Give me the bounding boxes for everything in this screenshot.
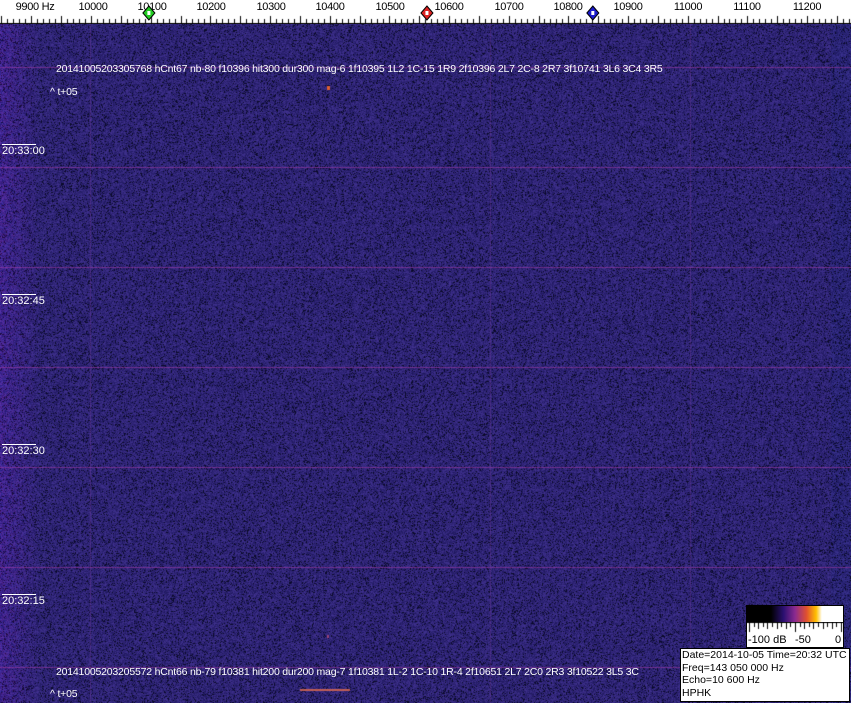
time-label: 20:32:30 xyxy=(2,444,36,457)
info-box: Date=2014-10-05 Time=20:32 UTC Freq=143 … xyxy=(680,648,850,702)
color-gradient xyxy=(747,606,843,622)
red-marker-icon[interactable] xyxy=(421,6,433,20)
event-line: 20141005203305768 hCnt67 nb-80 f10396 hi… xyxy=(56,63,663,75)
frequency-axis: 9900 Hz 10000 10100 10200 10300 10400 10… xyxy=(0,0,851,24)
echo-frequency: Echo=10 600 Hz xyxy=(682,674,849,687)
scale-label: -100 dB xyxy=(748,634,787,646)
frequency: Freq=143 050 000 Hz xyxy=(682,662,849,675)
time-label: 20:32:15 xyxy=(2,594,36,607)
time-label: 20:33:00 xyxy=(2,144,36,157)
color-scale-ticks xyxy=(747,622,843,634)
event-marker: ^ t+05 xyxy=(50,86,77,98)
time-label: 20:32:45 xyxy=(2,294,36,307)
waterfall-spectrogram[interactable] xyxy=(0,24,851,703)
event-marker: ^ t+05 xyxy=(50,688,77,700)
event-line: 20141005203205572 hCnt66 nb-79 f10381 hi… xyxy=(56,666,680,678)
date-time: Date=2014-10-05 Time=20:32 UTC xyxy=(682,649,849,662)
blue-marker-icon[interactable] xyxy=(587,6,599,20)
color-scale-legend: -100 dB -50 0 xyxy=(746,605,844,648)
green-marker-icon[interactable] xyxy=(143,6,155,20)
station-name: HPHK xyxy=(682,687,849,700)
scale-label: -50 xyxy=(795,634,811,646)
marker-layer xyxy=(0,0,851,24)
scale-label: 0 xyxy=(835,634,841,646)
